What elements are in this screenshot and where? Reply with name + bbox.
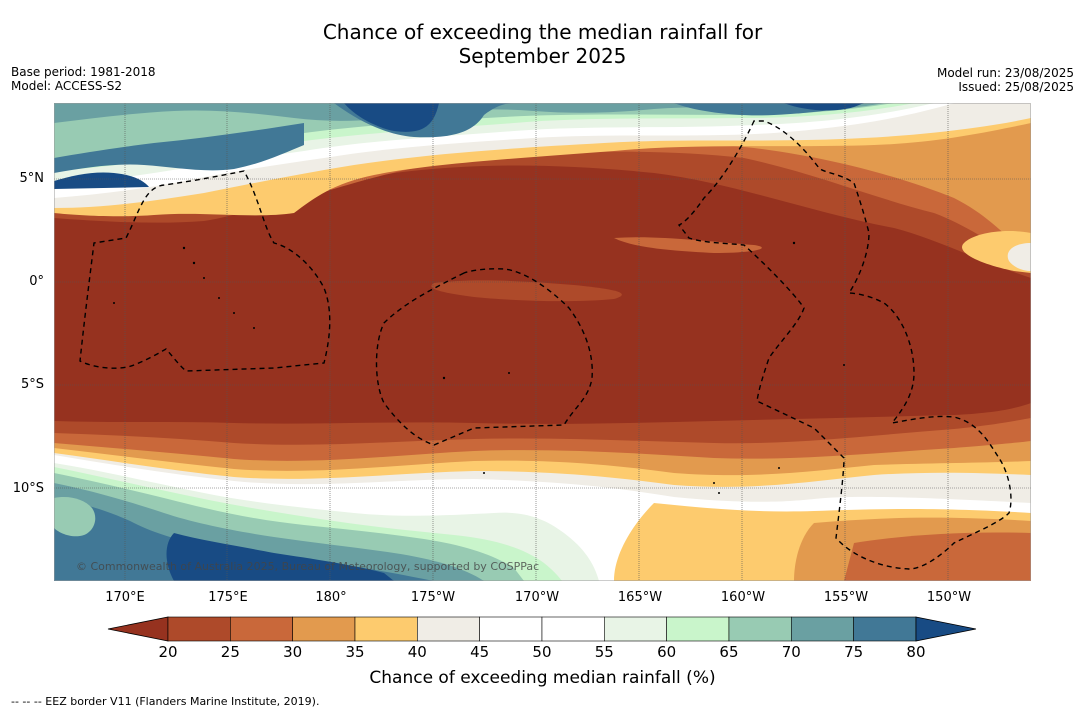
colorbar-tick-label: 55 [594,643,614,661]
colorbar-tick-label: 75 [844,643,864,661]
colorbar-segment [666,616,730,642]
lon-label-170e: 170°E [105,590,145,605]
equator-patch-30 [614,237,762,253]
island-markers [113,241,845,494]
lat-label-10s: 10°S [12,481,44,496]
meta-left: Base period: 1981-2018 Model: ACCESS-S2 [11,65,156,93]
north-layer-80-d [54,172,149,189]
lon-label-165w: 165°W [617,590,663,605]
lat-label-5n: 5°N [19,171,45,186]
lon-label-150w: 150°W [926,590,972,605]
lat-label-0: 0° [29,274,44,289]
colorbar-tick-label: 70 [781,643,801,661]
colorbar-segment [790,616,854,642]
colorbar-segment [853,616,917,642]
north-layer-75 [54,103,884,123]
model-run-text: Model run: 23/08/2025 [936,66,1074,80]
title-line-2: September 2025 [458,44,627,68]
colorbar-segment [292,616,356,642]
eez-footnote: -- -- -- EEZ border V11 (Flanders Marine… [11,695,320,708]
colorbar-tick-label: 50 [532,643,552,661]
eez-border-central [375,268,593,446]
map-frame [54,103,1031,581]
colorbar-tick-label: 65 [719,643,739,661]
copyright-credit: © Commonwealth of Australia 2025, Bureau… [76,560,540,573]
colorbar-tick-label: 30 [283,643,303,661]
colorbar-extend-low [107,616,169,642]
south-layer-80 [54,498,434,581]
colorbar-tick-label: 80 [906,643,926,661]
south-patch-70-west [54,497,96,537]
lon-label-175w: 175°W [410,590,456,605]
colorbar-tick-label: 40 [407,643,427,661]
colorbar-segment [728,616,792,642]
colorbar-extend-high [915,616,977,642]
model-text: Model: ACCESS-S2 [11,79,123,93]
eez-border-west [79,170,331,372]
lon-label-180: 180° [315,590,347,605]
colorbar-segment [230,616,293,642]
base-period-text: Base period: 1981-2018 [11,65,156,79]
colorbar-segment [354,616,418,642]
colorbar-segment [417,616,480,642]
lon-label-155w: 155°W [823,590,869,605]
lon-label-175e: 175°E [208,590,248,605]
colorbar-tick-label: 25 [220,643,240,661]
south-layer-85 [166,533,394,581]
rainfall-map [54,103,1031,581]
east-patch-45 [1007,243,1031,271]
north-layer-70 [54,103,894,163]
colorbar-tick-label: 45 [470,643,490,661]
lon-label-160w: 160°W [720,590,766,605]
colorbar-segment [167,616,231,642]
colorbar [107,616,977,642]
eez-border-east-north [677,120,1012,570]
colorbar-segment [479,616,543,642]
north-layer-80-c [54,123,304,173]
lat-label-5s: 5°S [20,377,44,392]
colorbar-segments [107,616,977,642]
grid-lines [54,103,1031,581]
issued-text: Issued: 25/08/2025 [958,80,1074,94]
equator-patch-25 [431,280,622,302]
colorbar-segment [541,616,605,642]
meta-right: Model run: 23/08/2025 Issued: 25/08/2025 [937,66,1074,94]
title-line-1: Chance of exceeding the median rainfall … [322,20,763,44]
north-layer-80-f [784,103,864,111]
colorbar-label: Chance of exceeding median rainfall (%) [369,668,716,688]
lon-label-170w: 170°W [514,590,560,605]
south-layer-30-b [844,532,1031,581]
colorbar-tick-label: 35 [345,643,365,661]
map-title: Chance of exceeding the median rainfall … [0,20,1085,68]
colorbar-tick-label: 60 [657,643,677,661]
colorbar-tick-label: 20 [158,643,178,661]
eez-borders [79,120,1012,570]
north-layer-80-b [344,103,439,132]
colorbar-segment [604,616,667,642]
